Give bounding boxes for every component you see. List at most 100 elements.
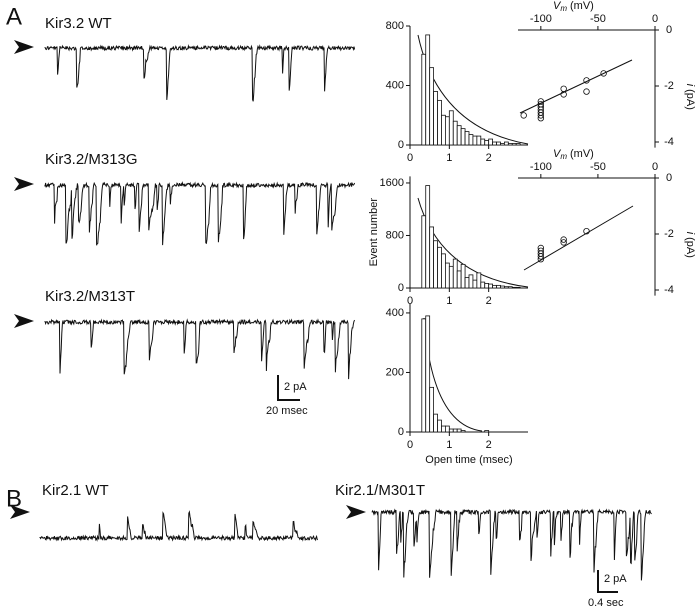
bar	[496, 284, 501, 289]
label-part: (mV)	[570, 148, 594, 160]
x-tick-label: 2	[486, 152, 492, 164]
arrowhead	[14, 177, 34, 191]
y-tick-label: 0	[666, 24, 672, 36]
trace-label: Kir3.2 WT	[45, 15, 112, 32]
trace-label: Kir2.1/M301T	[335, 482, 425, 499]
scale-bar	[597, 570, 618, 593]
x-axis-label: Vm (mV)	[553, 0, 594, 13]
x-tick-label: 2	[486, 439, 492, 451]
point	[537, 114, 545, 122]
x-tick-label: 1	[446, 152, 452, 164]
bar	[464, 131, 470, 146]
panel-label: B	[6, 485, 22, 512]
bar	[484, 283, 490, 289]
bar	[507, 143, 513, 146]
arrowhead	[346, 505, 366, 519]
current-trace	[44, 44, 356, 102]
current-trace	[39, 510, 319, 542]
label-part: (pA)	[684, 237, 696, 258]
bar	[444, 262, 450, 289]
x-tick-label: -50	[590, 161, 606, 173]
bar	[464, 277, 470, 289]
y-tick-label: 800	[386, 20, 404, 32]
bar	[492, 284, 497, 289]
point	[583, 227, 590, 235]
bar	[452, 120, 458, 146]
y-tick-label: -2	[664, 80, 674, 92]
bar	[437, 246, 442, 289]
scale-label: 20 msec	[266, 405, 308, 417]
bar	[456, 428, 462, 433]
current-trace	[44, 181, 356, 246]
x-tick-label: -100	[530, 161, 552, 173]
label-part: (pA)	[684, 89, 696, 110]
y-tick-label: -2	[664, 228, 674, 240]
arrowhead	[10, 505, 30, 519]
arrowheads	[10, 40, 366, 519]
bar	[421, 53, 427, 146]
panel-label: A	[6, 3, 22, 30]
x-tick-label: 0	[407, 295, 413, 307]
point	[537, 112, 545, 119]
scale-bar	[277, 375, 300, 401]
bar	[496, 141, 501, 146]
bar	[437, 419, 442, 433]
label-part: m	[560, 152, 567, 161]
bar	[460, 430, 466, 433]
x-tick-label: 1	[446, 295, 452, 307]
current-trace	[44, 318, 356, 380]
bar	[456, 270, 462, 289]
bar	[448, 428, 454, 433]
bar	[511, 143, 517, 146]
y-tick-label: 1600	[380, 177, 404, 189]
point	[560, 236, 567, 243]
point	[560, 85, 567, 92]
label-part: m	[560, 4, 567, 13]
bar	[421, 215, 427, 289]
fit-line	[523, 205, 634, 271]
point	[583, 77, 590, 84]
bar	[452, 258, 458, 289]
bar	[503, 286, 509, 289]
x-tick-label: 0	[407, 439, 413, 451]
scale-label: 0.4 sec	[588, 597, 624, 609]
label-part: (mV)	[570, 0, 594, 12]
bar	[444, 116, 450, 146]
bar	[433, 413, 438, 433]
y-tick-label: 800	[386, 229, 404, 241]
bar	[448, 265, 454, 289]
bar	[472, 135, 478, 146]
bar	[452, 428, 458, 433]
bar	[476, 272, 482, 289]
arrowhead	[14, 314, 34, 328]
x-tick-label: 0	[652, 13, 658, 25]
bar	[429, 386, 434, 433]
y-tick-label: 400	[386, 79, 404, 91]
bar	[500, 285, 505, 289]
bar	[421, 318, 427, 433]
y-tick-label: 200	[386, 366, 404, 378]
x-tick-label: 0	[652, 161, 658, 173]
point	[537, 253, 545, 260]
x-axis-label: Vm (mV)	[553, 148, 594, 161]
bar	[468, 134, 474, 146]
label-part: i	[684, 84, 696, 87]
y-tick-label: 0	[398, 282, 404, 294]
x-tick-label: -100	[530, 13, 552, 25]
bar	[425, 185, 431, 289]
bar	[476, 135, 482, 146]
bar	[429, 67, 434, 146]
point	[600, 70, 607, 77]
point	[520, 112, 527, 119]
bar	[484, 430, 490, 433]
bar	[488, 283, 493, 289]
label-part: V	[553, 0, 562, 12]
bar	[433, 91, 438, 146]
x-tick-label: 2	[486, 295, 492, 307]
bar	[441, 114, 446, 146]
bar	[480, 281, 486, 289]
x-axis-label: Open time (msec)	[425, 454, 512, 466]
point	[537, 256, 545, 263]
